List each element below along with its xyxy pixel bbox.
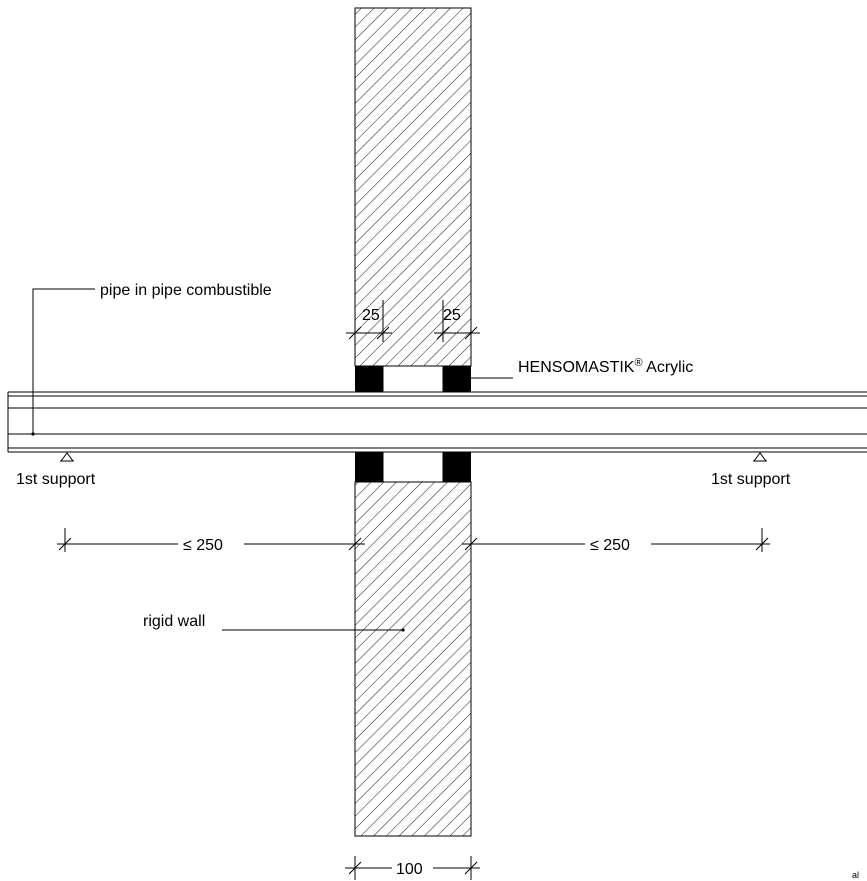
annular-gap-lower [382,451,444,483]
sealant-block-upper-left [355,366,383,392]
support-distance-left-value: ≤ 250 [183,537,223,554]
seal-depth-dim-left [346,300,392,342]
sealant-product: Acrylic [643,359,694,376]
support-distance-dim-right [462,528,770,552]
sealant-label: HENSOMASTIK® Acrylic [518,357,693,376]
support-distance-right-value: ≤ 250 [590,537,630,554]
wall-label: rigid wall [143,613,205,630]
sealant-brand: HENSOMASTIK [518,359,635,376]
annular-gap-upper [382,365,444,393]
wall-leader-dot [401,628,405,632]
wall-lower [354,481,472,837]
sealant-block-upper-right [443,366,471,392]
support-left-label: 1st support [16,471,96,488]
seal-depth-dim-right [434,300,480,342]
wall-thickness-dim [345,856,480,880]
registered-mark: ® [634,357,642,369]
support-distance-dim-left [57,528,365,552]
pipe-label: pipe in pipe combustible [100,282,272,299]
pipe-in-pipe [7,391,867,453]
seal-depth-left-value: 25 [362,307,380,324]
sealant-block-lower-left [355,452,383,482]
support-left-triangle [60,452,74,462]
seal-depth-right-value: 25 [443,307,461,324]
wall-upper [354,7,472,367]
sealant-block-lower-right [443,452,471,482]
corner-mark: al [852,870,859,880]
pipe-leader [31,288,95,436]
support-right-label: 1st support [711,471,791,488]
support-right-triangle [753,452,767,462]
wall-thickness-value: 100 [396,861,423,878]
